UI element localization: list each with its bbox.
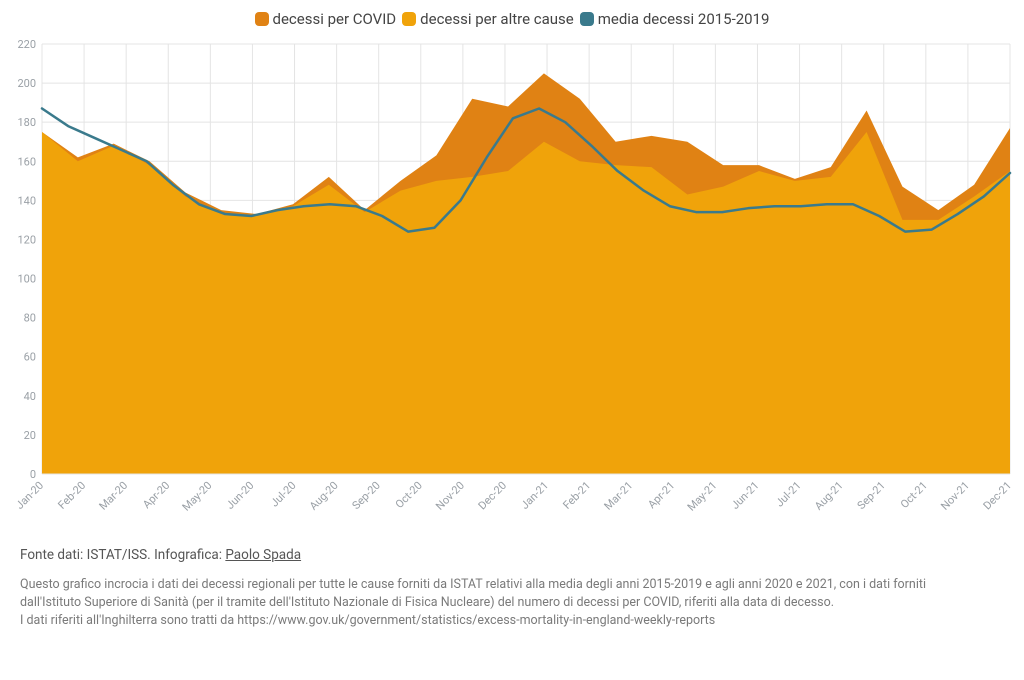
svg-text:40: 40 — [24, 390, 36, 403]
source-prefix: Fonte dati: ISTAT/ISS. Infografica: — [20, 547, 225, 563]
legend-swatch-altre — [402, 12, 416, 26]
svg-text:Nov-21: Nov-21 — [938, 479, 972, 513]
svg-text:Aug-20: Aug-20 — [307, 479, 341, 513]
svg-text:Mar-20: Mar-20 — [97, 479, 131, 513]
svg-text:100: 100 — [17, 273, 36, 286]
svg-text:Mar-21: Mar-21 — [602, 479, 636, 513]
svg-text:180: 180 — [17, 116, 36, 129]
svg-text:Jan-20: Jan-20 — [13, 479, 46, 512]
chart-footer: Fonte dati: ISTAT/ISS. Infografica: Paol… — [10, 534, 1014, 630]
legend-swatch-media — [580, 12, 594, 26]
svg-text:Jun-20: Jun-20 — [224, 479, 257, 512]
svg-text:200: 200 — [17, 77, 36, 90]
svg-text:Jun-21: Jun-21 — [729, 479, 762, 512]
svg-text:160: 160 — [17, 155, 36, 168]
chart-container: 0 20 40 60 80 100 120 140 160 180 200 220 Jan-20 Feb-… — [10, 34, 1014, 534]
chart-legend: decessi per COVID decessi per altre caus… — [10, 0, 1014, 34]
svg-text:Jul-21: Jul-21 — [773, 479, 804, 510]
legend-item-covid: decessi per COVID — [255, 10, 397, 28]
svg-text:20: 20 — [24, 429, 36, 442]
svg-text:May-21: May-21 — [685, 479, 720, 514]
svg-text:Aug-21: Aug-21 — [812, 479, 846, 513]
svg-text:Apr-21: Apr-21 — [645, 479, 677, 511]
svg-text:Jul-20: Jul-20 — [268, 479, 299, 510]
svg-text:Nov-20: Nov-20 — [433, 479, 467, 513]
svg-text:0: 0 — [30, 468, 36, 481]
description-block: Questo grafico incrocia i dati dei deces… — [20, 576, 1004, 630]
source-author: Paolo Spada — [225, 547, 301, 563]
svg-text:Dec-21: Dec-21 — [981, 479, 1014, 512]
desc-line-2: dall'Istituto Superiore di Sanità (per i… — [20, 594, 1004, 612]
legend-item-media: media decessi 2015-2019 — [580, 10, 770, 28]
svg-text:60: 60 — [24, 351, 36, 364]
svg-text:80: 80 — [24, 312, 36, 325]
svg-text:220: 220 — [17, 38, 36, 51]
legend-label-altre: decessi per altre cause — [420, 10, 574, 28]
source-line: Fonte dati: ISTAT/ISS. Infografica: Paol… — [20, 546, 1004, 566]
svg-text:120: 120 — [17, 233, 36, 246]
svg-text:Dec-20: Dec-20 — [476, 479, 509, 512]
svg-text:Sep-20: Sep-20 — [350, 479, 383, 512]
legend-item-altre: decessi per altre cause — [402, 10, 574, 28]
legend-label-covid: decessi per COVID — [273, 10, 397, 28]
svg-text:Sep-21: Sep-21 — [855, 479, 888, 512]
legend-label-media: media decessi 2015-2019 — [598, 10, 770, 28]
svg-text:Oct-21: Oct-21 — [898, 479, 930, 511]
svg-text:Jan-21: Jan-21 — [518, 479, 551, 512]
desc-line-3: I dati riferiti all'Inghilterra sono tra… — [20, 612, 1004, 630]
svg-text:Apr-20: Apr-20 — [140, 479, 172, 511]
legend-swatch-covid — [255, 12, 269, 26]
svg-text:140: 140 — [17, 194, 36, 207]
svg-text:Feb-20: Feb-20 — [55, 479, 88, 512]
svg-text:Oct-20: Oct-20 — [393, 479, 425, 511]
deaths-chart: 0 20 40 60 80 100 120 140 160 180 200 220 Jan-20 Feb-… — [10, 34, 1014, 534]
svg-text:Feb-21: Feb-21 — [560, 479, 593, 512]
desc-line-1: Questo grafico incrocia i dati dei deces… — [20, 576, 1004, 594]
svg-text:May-20: May-20 — [180, 479, 215, 514]
